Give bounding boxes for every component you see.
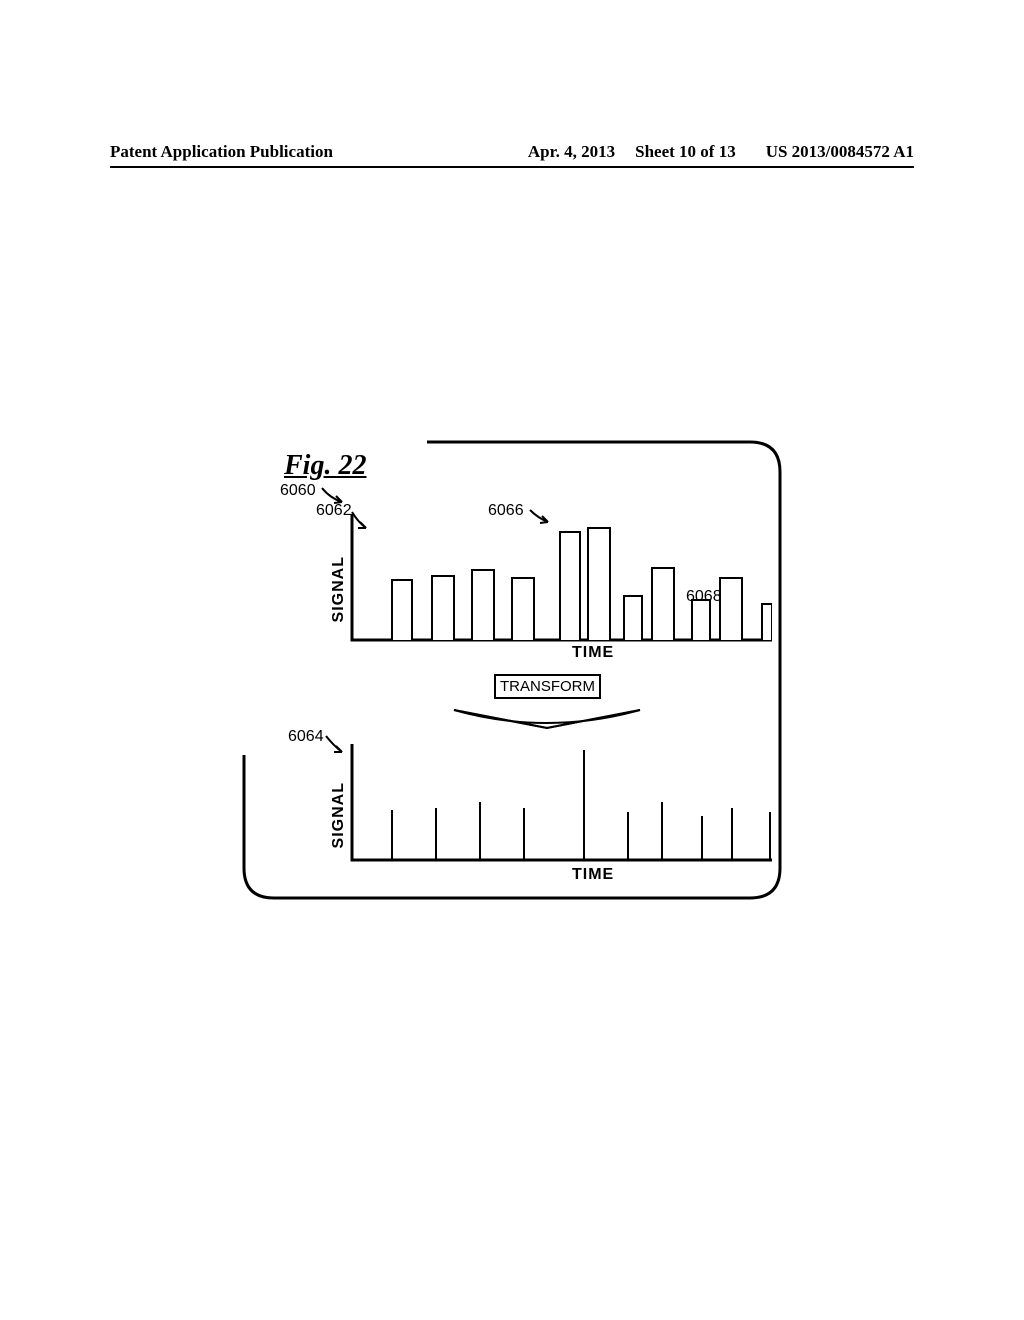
publication-date: Apr. 4, 2013 — [528, 142, 615, 162]
top-chart-svg — [332, 510, 772, 650]
sheet-number: Sheet 10 of 13 — [635, 142, 736, 162]
publication-label: Patent Application Publication — [110, 142, 528, 162]
bottom-chart-svg — [332, 740, 772, 870]
top-chart: SIGNAL TIME — [332, 510, 772, 660]
header-rule — [110, 166, 914, 168]
figure-wrapper: Fig. 22 6060 6062 6066 6068 6064 — [0, 430, 1024, 910]
bottom-chart-ylabel: SIGNAL — [330, 782, 348, 848]
ref-panel-label: 6060 — [280, 482, 316, 500]
top-chart-ylabel: SIGNAL — [330, 556, 348, 622]
ref-bottom-chart-label: 6064 — [288, 728, 324, 746]
transform-label: TRANSFORM — [494, 674, 601, 699]
page-header: Patent Application Publication Apr. 4, 2… — [110, 142, 914, 162]
bottom-chart: SIGNAL TIME — [332, 740, 772, 890]
bottom-chart-xlabel: TIME — [572, 866, 614, 884]
top-chart-xlabel: TIME — [572, 644, 614, 662]
document-number: US 2013/0084572 A1 — [766, 142, 914, 162]
figure-title: Fig. 22 — [284, 450, 366, 482]
figure-card: Fig. 22 6060 6062 6066 6068 6064 — [232, 430, 792, 910]
